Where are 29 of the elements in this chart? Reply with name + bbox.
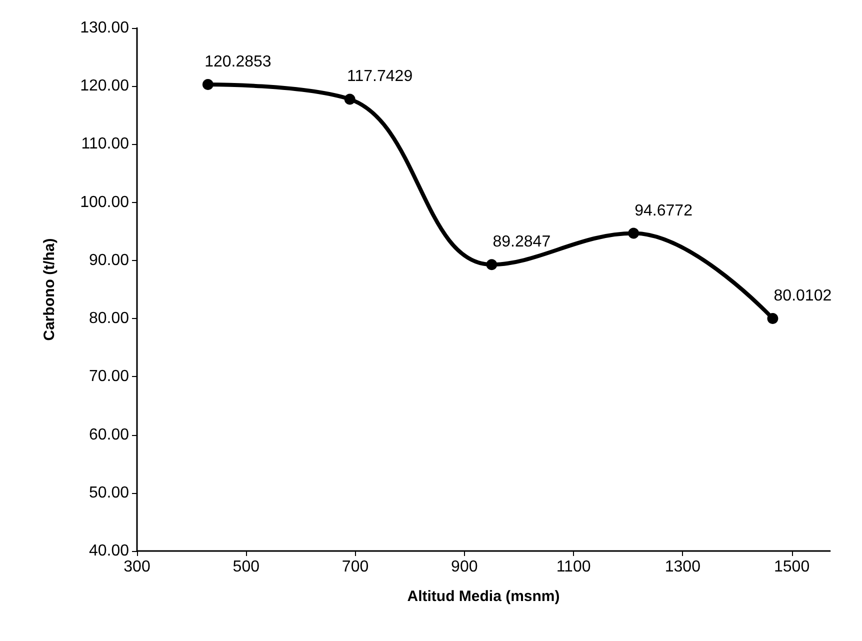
- point: [486, 259, 498, 270]
- y-tick-label: 40.00: [88, 542, 130, 560]
- data-label: 89.2847: [492, 234, 551, 251]
- x-tick-label: 900: [451, 558, 478, 576]
- y-tick-label: 130.00: [80, 20, 130, 36]
- y-tick-label: 100.00: [80, 194, 130, 211]
- y-axis-title: Carbono (t/ha): [41, 238, 58, 341]
- x-tick-label: 1300: [664, 558, 701, 576]
- y-tick-label: 80.00: [88, 310, 130, 328]
- data-label: 80.0102: [774, 287, 832, 304]
- x-tick-label: 700: [342, 558, 369, 576]
- point: [628, 228, 640, 239]
- y-tick-label: 70.00: [88, 368, 130, 386]
- x-tick-label: 500: [232, 558, 260, 576]
- data-label: 120.2853: [204, 53, 272, 70]
- x-axis-title: Altitud Media (msnm): [407, 588, 560, 605]
- y-tick-label: 110.00: [81, 136, 130, 153]
- y-tick-label: 120.00: [80, 78, 130, 95]
- y-tick-label: 60.00: [88, 426, 130, 444]
- data-label: 94.6772: [634, 202, 693, 220]
- x-tick-label: 1500: [774, 558, 810, 576]
- y-tick-label: 50.00: [88, 484, 130, 502]
- point: [202, 78, 214, 90]
- point: [767, 313, 778, 324]
- x-tick-label: 1100: [556, 558, 591, 576]
- x-tick-label: 300: [124, 558, 150, 576]
- point: [344, 94, 356, 105]
- data-label: 117.7429: [347, 68, 413, 86]
- y-tick-label: 90.00: [88, 252, 130, 269]
